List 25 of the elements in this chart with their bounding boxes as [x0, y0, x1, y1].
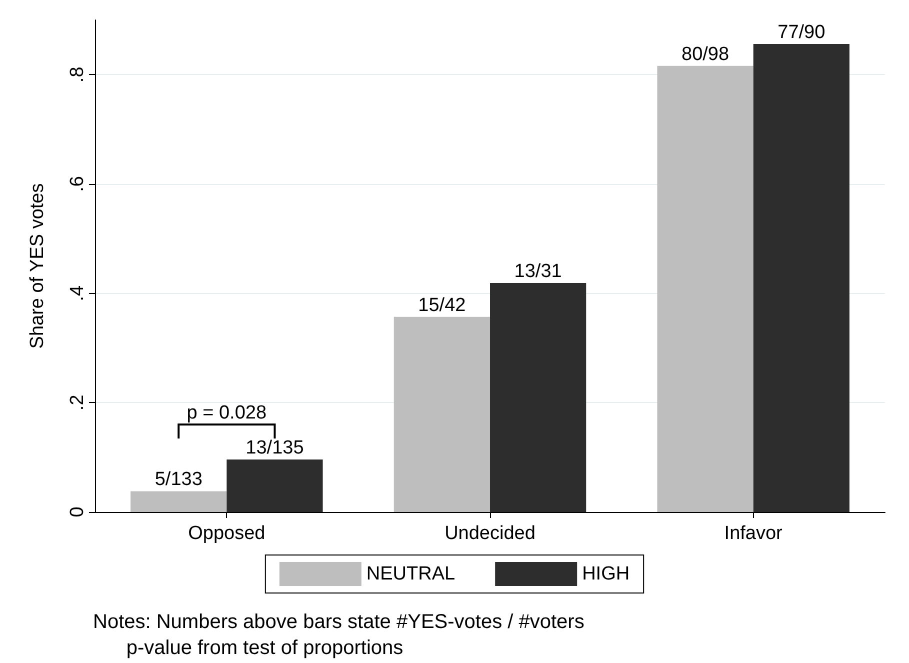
data-label: 15/42 — [418, 294, 466, 316]
data-label: 13/31 — [514, 260, 562, 282]
legend-label: NEUTRAL — [366, 564, 456, 584]
bar — [394, 316, 490, 512]
x-tick-label: Infavor — [724, 523, 784, 544]
bar — [657, 66, 754, 512]
y-tick-label: .4 — [67, 284, 88, 302]
bar — [490, 282, 586, 512]
y-tick-label: .6 — [67, 176, 88, 192]
y-tick-label: .8 — [67, 66, 88, 83]
y-tick-label: .2 — [67, 394, 88, 411]
y-axis-title: Share of YES votes — [27, 183, 48, 349]
legend-label: HIGH — [582, 564, 630, 584]
data-label: 5/133 — [154, 469, 202, 490]
data-label: 13/135 — [246, 438, 304, 459]
bar — [753, 44, 850, 512]
bar — [226, 460, 323, 512]
y-tick-label: 0 — [67, 506, 88, 518]
bar — [130, 491, 227, 512]
x-tick-label: Undecided — [444, 523, 536, 544]
data-label: 77/90 — [778, 22, 826, 44]
x-tick-label: Opposed — [188, 523, 266, 544]
data-label: 80/98 — [682, 44, 730, 65]
text: Notes: Numbers above bars state #YES-votes / #voters p-value from test of proportions — [93, 611, 584, 659]
annotation: p = 0.028 — [186, 402, 267, 424]
